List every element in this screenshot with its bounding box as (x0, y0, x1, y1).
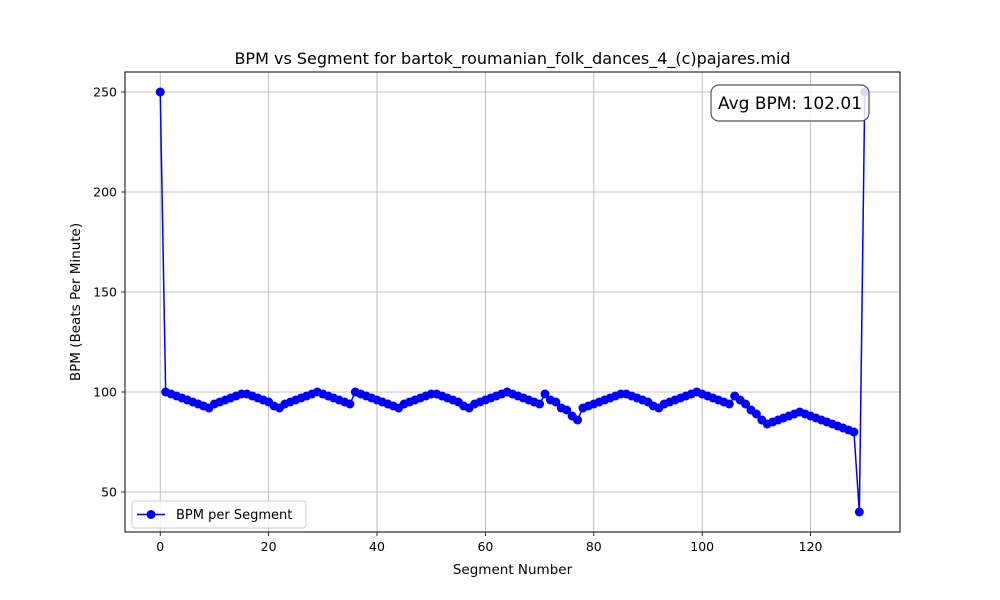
y-tick-label: 250 (93, 85, 117, 100)
data-point (155, 87, 165, 97)
x-tick-label: 40 (369, 539, 385, 554)
data-point (551, 397, 561, 407)
legend-marker-swatch (146, 510, 156, 519)
x-tick-label: 100 (690, 539, 714, 554)
data-point (751, 409, 761, 419)
plot-frame (124, 71, 901, 533)
annotation-box (710, 84, 870, 122)
legend: BPM per Segment (131, 500, 307, 529)
data-point (345, 399, 355, 409)
data-point (849, 427, 859, 437)
x-axis-label: Segment Number (453, 562, 573, 578)
data-point (724, 399, 734, 409)
annotation-text: Avg BPM: 102.01 (718, 94, 862, 114)
y-tick-label: 50 (101, 485, 117, 500)
data-point (535, 399, 545, 409)
data-point (540, 389, 550, 399)
x-tick-label: 20 (261, 539, 277, 554)
axis-ticks: 0 20 40 60 80 100 120 50 100 150 200 250 (93, 85, 822, 555)
x-tick-label: 80 (586, 539, 602, 554)
data-point (854, 507, 864, 517)
data-point (562, 405, 572, 415)
y-tick-label: 100 (93, 385, 117, 400)
x-tick-label: 60 (477, 539, 493, 554)
chart-title: BPM vs Segment for bartok_roumanian_folk… (234, 49, 790, 69)
x-tick-label: 120 (799, 539, 823, 554)
legend-box (131, 500, 307, 529)
data-point (741, 399, 751, 409)
y-axis-label: BPM (Beats Per Minute) (68, 223, 84, 381)
y-tick-label: 200 (93, 185, 117, 200)
avg-bpm-annotation: Avg BPM: 102.01 (710, 84, 870, 122)
y-tick-label: 150 (93, 285, 117, 300)
legend-label: BPM per Segment (176, 508, 292, 523)
series-layer (155, 87, 870, 517)
x-tick-label: 0 (156, 539, 164, 554)
data-point (573, 415, 583, 425)
